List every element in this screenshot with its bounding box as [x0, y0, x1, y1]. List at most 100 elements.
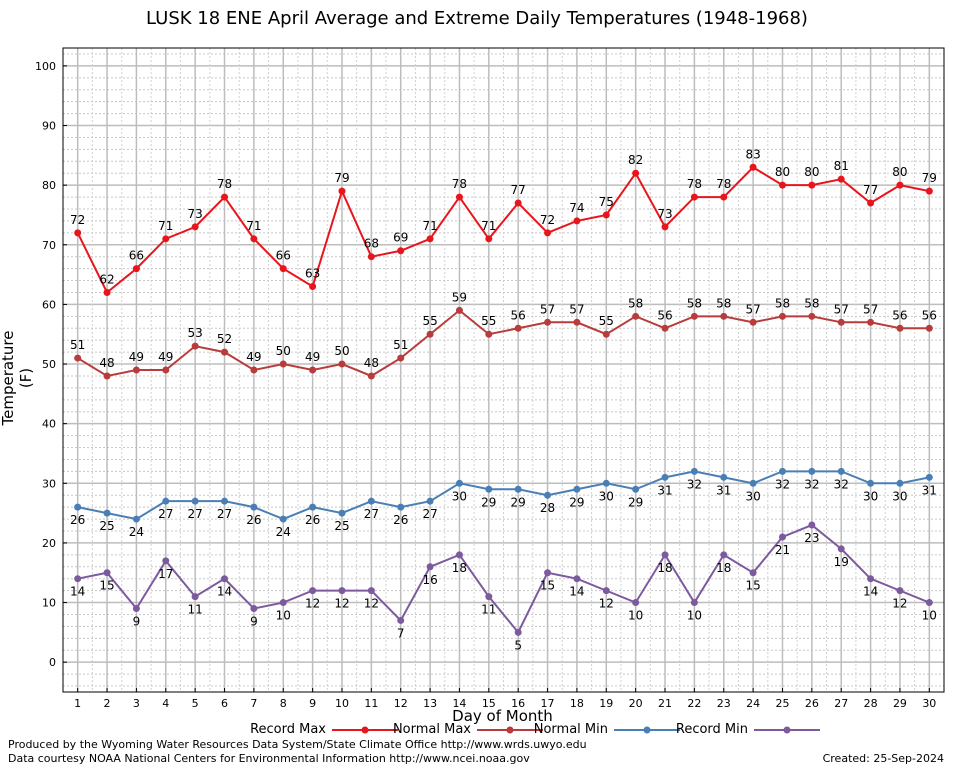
data-point [749, 318, 757, 326]
data-label: 18 [716, 561, 731, 575]
data-point [162, 557, 170, 565]
legend-item: Record Min [0, 722, 820, 738]
data-label: 56 [892, 308, 907, 322]
x-tick-label: 14 [452, 697, 466, 710]
data-label: 7 [397, 626, 405, 640]
data-label: 68 [364, 237, 379, 251]
y-tick-label: 40 [42, 418, 56, 431]
data-point [602, 587, 610, 595]
data-label: 69 [393, 231, 408, 245]
data-point [309, 366, 317, 374]
x-tick-label: 28 [864, 697, 878, 710]
data-label: 10 [687, 609, 702, 623]
data-point [749, 569, 757, 577]
data-label: 16 [422, 573, 437, 587]
data-point [367, 587, 375, 595]
data-point [338, 360, 346, 368]
data-point [602, 211, 610, 219]
legend-item: Record Max [0, 722, 398, 738]
data-point [191, 342, 199, 350]
data-point [397, 616, 405, 624]
data-label: 5 [514, 638, 522, 652]
data-label: 73 [188, 207, 203, 221]
data-point [808, 181, 816, 189]
x-tick-label: 19 [599, 697, 613, 710]
data-label: 18 [657, 561, 672, 575]
data-label: 27 [364, 507, 379, 521]
data-label: 14 [70, 585, 85, 599]
data-point [808, 312, 816, 320]
x-tick-label: 27 [834, 697, 848, 710]
data-point [661, 324, 669, 332]
data-label: 58 [775, 296, 790, 310]
data-point [191, 593, 199, 601]
data-label: 48 [99, 356, 114, 370]
data-point [808, 521, 816, 529]
x-tick-label: 24 [746, 697, 760, 710]
data-point [720, 193, 728, 201]
data-label: 78 [217, 177, 232, 191]
data-point [632, 169, 640, 177]
data-point [720, 473, 728, 481]
data-point [690, 467, 698, 475]
data-label: 29 [569, 495, 584, 509]
data-label: 57 [569, 302, 584, 316]
data-point [103, 509, 111, 517]
data-point [925, 324, 933, 332]
data-label: 12 [599, 597, 614, 611]
legend-swatch [614, 726, 680, 734]
data-label: 72 [540, 213, 555, 227]
data-point [514, 485, 522, 493]
series-line-2 [77, 470, 930, 521]
data-point [309, 587, 317, 595]
data-point [544, 569, 552, 577]
data-point [221, 193, 229, 201]
x-tick-label: 15 [482, 697, 496, 710]
data-point [455, 193, 463, 201]
data-label: 15 [540, 579, 555, 593]
data-point [103, 372, 111, 380]
x-tick-label: 1 [74, 697, 81, 710]
data-point [544, 491, 552, 499]
x-tick-label: 30 [922, 697, 936, 710]
data-label: 26 [246, 513, 261, 527]
data-label: 31 [922, 483, 937, 497]
data-point [162, 235, 170, 243]
data-point [690, 193, 698, 201]
data-label: 12 [305, 597, 320, 611]
data-label: 26 [70, 513, 85, 527]
produced-by-credit: Produced by the Wyoming Water Resources … [8, 738, 587, 751]
data-label: 71 [246, 219, 261, 233]
data-label: 80 [804, 165, 819, 179]
data-point [661, 551, 669, 559]
data-point [925, 599, 933, 607]
data-point [338, 509, 346, 517]
data-point [573, 485, 581, 493]
data-label: 74 [569, 201, 584, 215]
data-label: 31 [716, 483, 731, 497]
data-point [661, 473, 669, 481]
x-tick-label: 18 [570, 697, 584, 710]
data-label: 78 [452, 177, 467, 191]
legend-item: Normal Min [0, 722, 680, 738]
x-tick-label: 20 [629, 697, 643, 710]
data-label: 77 [511, 183, 526, 197]
data-point [544, 318, 552, 326]
legend-label: Record Max [250, 722, 326, 737]
data-label: 32 [834, 477, 849, 491]
data-label: 14 [863, 585, 878, 599]
data-point [426, 563, 434, 571]
data-label: 81 [834, 159, 849, 173]
data-point [132, 366, 140, 374]
data-label: 80 [892, 165, 907, 179]
y-tick-label: 60 [42, 298, 56, 311]
data-label: 24 [276, 525, 291, 539]
data-point [221, 497, 229, 505]
data-label: 53 [188, 326, 203, 340]
data-point [896, 181, 904, 189]
data-point [632, 312, 640, 320]
data-point [778, 533, 786, 541]
data-label: 11 [481, 603, 496, 617]
data-label: 29 [481, 495, 496, 509]
